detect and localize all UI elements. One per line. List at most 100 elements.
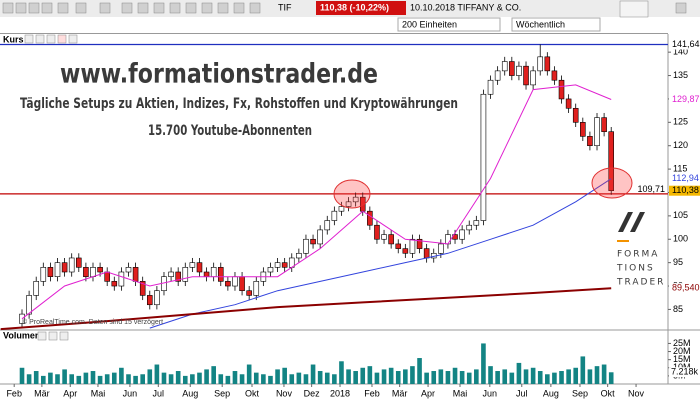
period[interactable]: Wöchentlich (516, 19, 565, 29)
volume-bar (239, 374, 245, 384)
price-tag-label: 141,64 (672, 39, 700, 49)
volume-bar (353, 371, 358, 384)
volume-bar (133, 375, 138, 384)
volume-bar (253, 372, 259, 384)
volume-bar (168, 374, 174, 384)
candle-body (76, 257, 82, 268)
volume-bar (147, 369, 153, 384)
volume-bar (332, 374, 337, 384)
volume-bar (154, 364, 160, 384)
candle-body (90, 267, 96, 277)
candle-body (274, 262, 281, 268)
volume-bar (69, 374, 75, 384)
candle-body (587, 136, 593, 147)
volume-bar (410, 366, 415, 384)
symbol[interactable]: TIF (278, 2, 292, 12)
volume-bar (587, 369, 593, 384)
x-tick-label: Okt (601, 388, 616, 398)
volume-bar (580, 356, 586, 384)
price-panel-label: Kurs (3, 34, 24, 44)
candle-body (402, 248, 409, 254)
price-tag-label: 110,38 (672, 185, 699, 195)
y-tick-label: 95 (673, 257, 683, 267)
volume-bar (303, 374, 309, 384)
volume-tag (669, 367, 700, 378)
volume-bar (509, 372, 515, 384)
volume-bar (119, 367, 124, 384)
volume-bar (339, 361, 344, 384)
volume-bar (346, 369, 351, 384)
volume-tick-label: 15M (673, 354, 691, 364)
volume-bar (62, 369, 67, 384)
volume-bar (289, 374, 295, 384)
logo-text: FORMA (617, 250, 659, 260)
volume-bar (594, 366, 600, 384)
volume-tick-label: 20M (673, 346, 691, 356)
period-select[interactable] (511, 17, 601, 32)
x-tick-label: Feb (6, 388, 22, 398)
volume-bar (395, 371, 401, 384)
price-tag (669, 173, 700, 184)
volume-bar (381, 369, 387, 384)
x-tick-label: Jul (516, 388, 528, 398)
candle-body (423, 248, 430, 259)
instrument: 10.10.2018 TIFFANY & CO. (410, 2, 521, 12)
volume-bar (140, 374, 145, 384)
candle-body (530, 70, 536, 86)
candle-body (338, 206, 345, 212)
volume-bar (83, 372, 89, 384)
candle-body (473, 220, 480, 226)
volume-bar (488, 366, 493, 384)
plot: 859095100105110115120125130135140FebMärA… (0, 39, 700, 398)
candle-body (232, 276, 238, 287)
volume-bar (190, 374, 195, 384)
price-tag (669, 39, 700, 50)
volume-tick-label: 10M (673, 362, 691, 372)
volume-bar (573, 367, 579, 384)
x-tick-label: Dez (304, 388, 321, 398)
candle-body (416, 238, 423, 249)
units-select[interactable] (397, 17, 501, 32)
candle-body (83, 267, 89, 277)
x-tick-label: Aug (182, 388, 198, 398)
candle-body (239, 276, 245, 292)
panel-border (0, 33, 668, 34)
volume-bar (204, 369, 209, 384)
candle-body (33, 281, 39, 296)
candle-body (61, 262, 68, 273)
volume-bar (545, 374, 550, 384)
candle-body (246, 290, 252, 296)
y-tick-label: 100 (673, 234, 688, 244)
candle-body (501, 61, 508, 72)
units[interactable]: 200 Einheiten (402, 19, 457, 29)
volume-icons (37, 331, 69, 341)
candle-body (175, 271, 181, 282)
volume-bar (445, 371, 451, 384)
y-tick-label: 125 (673, 117, 688, 127)
y-tick-label: 105 (673, 210, 688, 220)
volume-panel-label: Volumen (3, 330, 40, 340)
candle-body (147, 295, 153, 306)
candle-body (189, 262, 196, 268)
volume-bar (403, 369, 408, 384)
volume-bar (261, 374, 266, 384)
highlight (333, 179, 371, 209)
volume-bar (552, 372, 557, 384)
candle-body (537, 56, 544, 72)
candle-body (544, 56, 551, 72)
candle-body (104, 271, 110, 282)
price-tag (669, 185, 700, 196)
price-tag-label: 129,87 (672, 94, 700, 104)
candle-body (125, 267, 132, 273)
candle-body (154, 290, 160, 306)
candle-body (523, 65, 529, 86)
volume-bar (516, 362, 522, 384)
volume-bar (530, 367, 536, 384)
volume-bar (197, 372, 202, 384)
x-tick-label: Aug (543, 388, 559, 398)
candle-body (118, 271, 125, 287)
watermark-url: www.formationstrader.de (60, 59, 378, 90)
volume-bar (40, 375, 46, 384)
x-tick-label: Mär (34, 388, 50, 398)
candle-body (438, 243, 444, 254)
